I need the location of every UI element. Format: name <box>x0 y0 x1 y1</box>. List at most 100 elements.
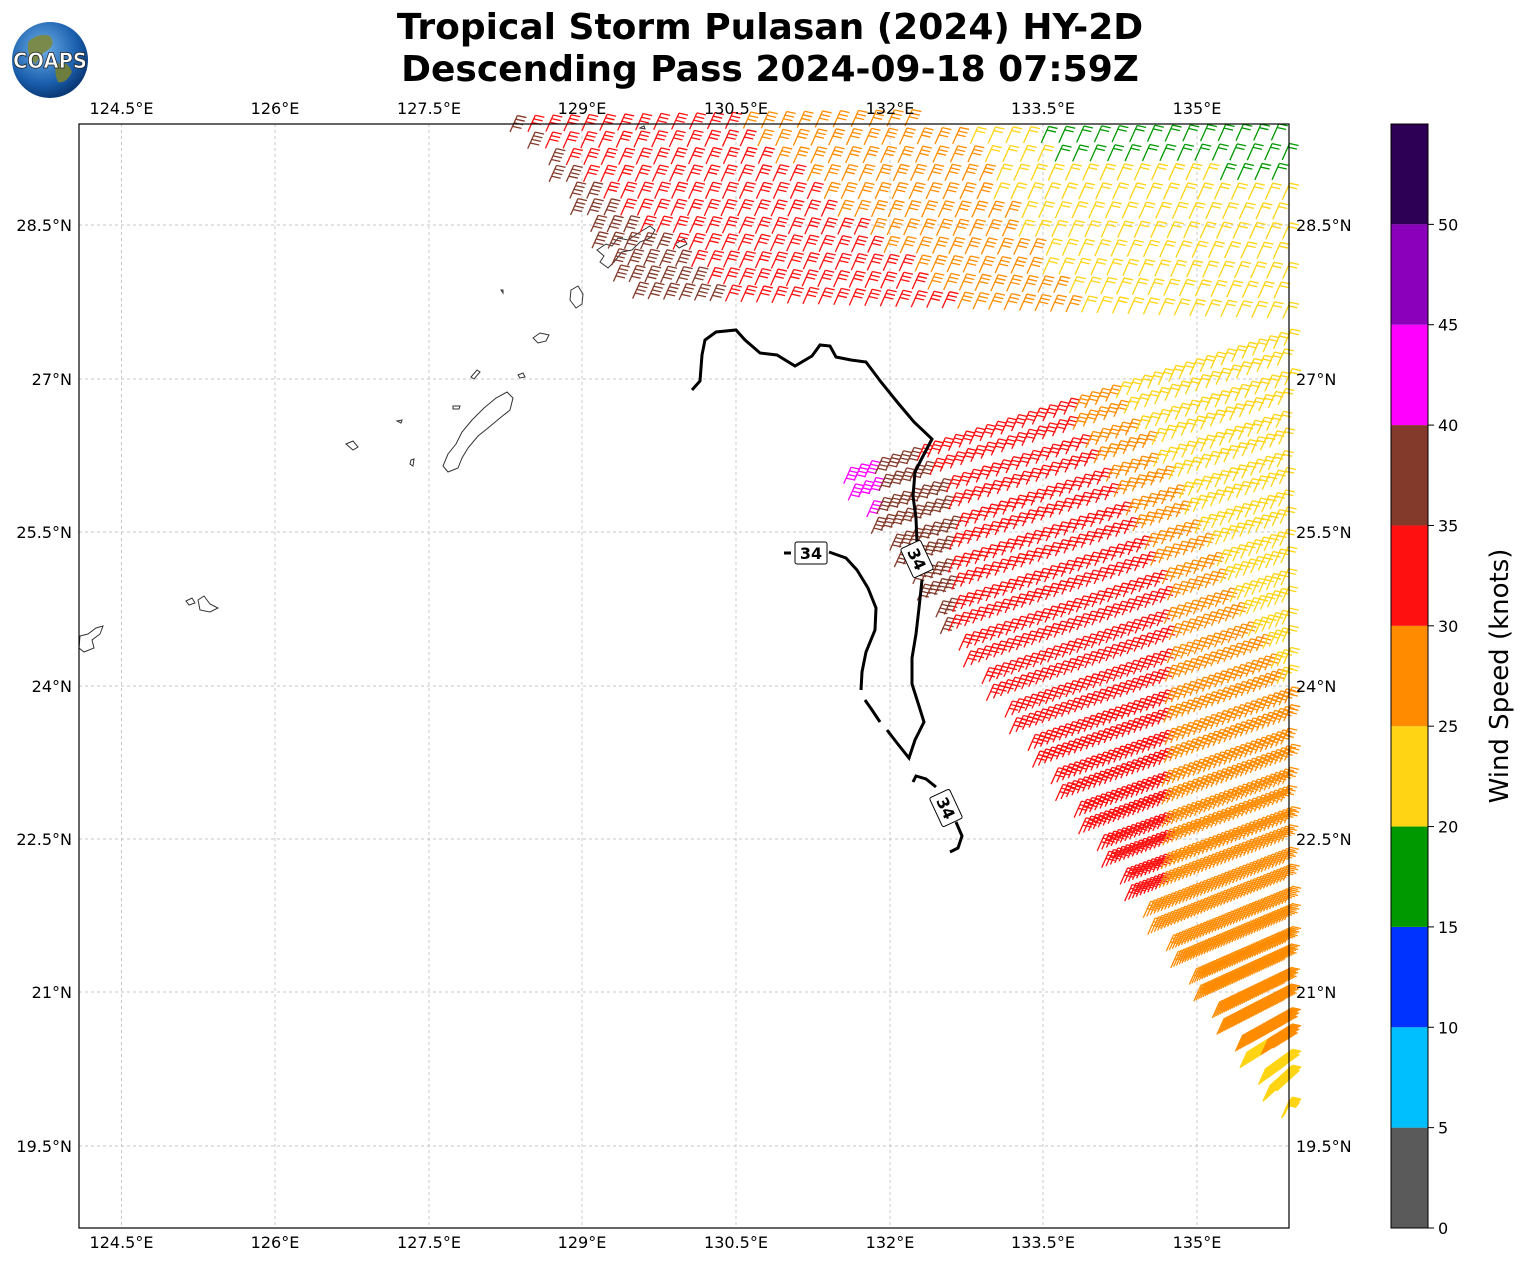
wind-barb <box>1116 163 1134 181</box>
wind-barb <box>1021 200 1039 219</box>
wind-barb <box>1241 280 1259 298</box>
lat-label-left: 21°N <box>32 983 72 1002</box>
wind-barb <box>1232 221 1250 240</box>
wind-barb <box>968 427 987 445</box>
wind-barb <box>887 199 905 218</box>
wind-barb <box>565 147 583 166</box>
wind-barb <box>952 126 970 145</box>
wind-barb <box>1036 585 1055 603</box>
wind-barb <box>810 146 828 164</box>
wind-barb <box>623 231 641 250</box>
wind-barb <box>1010 182 1028 200</box>
wind-barb <box>1178 361 1196 379</box>
coastline-amami-oshima <box>596 225 656 269</box>
wind-barb <box>930 254 948 273</box>
wind-barb <box>914 145 933 163</box>
wind-barb <box>1138 258 1156 277</box>
wind-barb <box>866 253 884 271</box>
wind-barb <box>1282 261 1300 280</box>
wind-barb <box>806 181 824 200</box>
wind-barb <box>937 200 955 218</box>
wind-barb <box>976 182 994 200</box>
wind-barb <box>636 198 654 216</box>
wind-barb <box>892 163 910 182</box>
wind-barb <box>771 216 789 235</box>
wind-barb <box>1240 241 1258 259</box>
wind-barb <box>1022 126 1041 144</box>
wind-barb <box>1175 500 1193 518</box>
wind-barb <box>1163 278 1181 296</box>
wind-barb <box>985 561 1003 579</box>
wind-barb <box>818 252 836 270</box>
wind-barb <box>1068 276 1086 294</box>
wind-barb <box>1138 201 1156 219</box>
wind-barb <box>611 248 629 266</box>
wind-barb <box>785 268 803 287</box>
wind-barb <box>753 233 771 252</box>
colorbar-tick-label: 10 <box>1438 1018 1458 1037</box>
wind-barb <box>936 218 954 236</box>
wind-barb <box>1020 550 1038 568</box>
lat-label-left: 24°N <box>32 677 72 696</box>
wind-barb <box>786 234 804 252</box>
wind-barb <box>848 270 866 288</box>
wind-barb <box>1005 274 1024 292</box>
wind-barb <box>647 281 665 300</box>
wind-barb <box>989 420 1008 438</box>
wind-barb <box>1084 276 1102 294</box>
wind-barb <box>1105 384 1123 402</box>
wind-barb <box>1051 219 1069 238</box>
wind-barb <box>879 289 897 307</box>
wind-barb <box>737 198 755 217</box>
wind-barb <box>1058 257 1076 275</box>
wind-barb <box>1001 219 1019 237</box>
wind-barb <box>948 236 966 255</box>
wind-barb <box>934 577 952 596</box>
wind-barb <box>651 130 669 148</box>
wind-barb <box>1150 548 1168 566</box>
wind-barb <box>687 147 706 165</box>
wind-barb <box>606 214 624 233</box>
wind-barb <box>1038 200 1056 219</box>
wind-barb <box>999 678 1018 697</box>
wind-barb <box>1071 533 1090 551</box>
wind-barb <box>1114 600 1132 618</box>
wind-barb <box>656 232 674 250</box>
wind-barb <box>1159 143 1177 162</box>
lon-label-bottom: 130.5°E <box>704 1233 768 1252</box>
wind-barb <box>1122 579 1140 598</box>
wind-barb <box>843 466 861 484</box>
wind-barb <box>1085 569 1103 587</box>
wind-barb <box>1281 182 1299 200</box>
wind-barb <box>802 252 820 270</box>
lat-label-right: 22.5°N <box>1296 830 1352 849</box>
wind-barb <box>1166 220 1184 239</box>
wind-barb <box>915 236 933 254</box>
wind-barb <box>911 272 929 290</box>
wind-barb <box>1272 241 1290 260</box>
wind-barb <box>653 147 671 165</box>
wind-barb <box>942 575 960 593</box>
wind-barb <box>1073 394 1091 412</box>
wind-barb <box>1221 201 1240 220</box>
wind-barb <box>612 264 630 282</box>
wind-barb <box>1142 239 1161 258</box>
wind-barb <box>1037 144 1055 162</box>
wind-barb <box>980 237 998 255</box>
coastline-tokunoshima <box>569 285 584 309</box>
wind-barb <box>1204 299 1222 317</box>
wind-barb <box>721 129 739 147</box>
wind-barb <box>988 601 1006 619</box>
wind-barb <box>1071 201 1089 219</box>
wind-barb <box>848 288 866 306</box>
wind-barb <box>1045 238 1063 256</box>
wind-barb <box>957 291 975 309</box>
wind-barb <box>1142 297 1160 315</box>
wind-barb <box>660 265 678 283</box>
wind-barb <box>1080 530 1098 549</box>
wind-barb <box>1171 201 1189 219</box>
wind-barb <box>1206 530 1224 548</box>
colorbar-bin <box>1391 425 1428 526</box>
wind-barb <box>1191 240 1209 258</box>
wind-barb <box>690 249 709 268</box>
